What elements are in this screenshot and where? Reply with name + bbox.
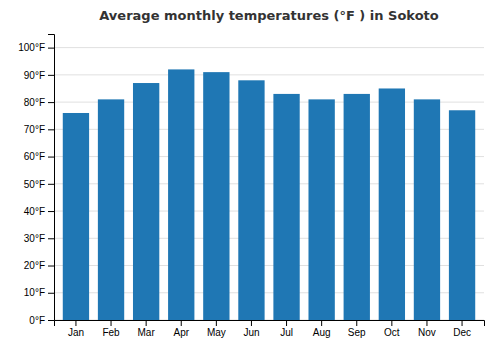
chart-container: 0°F 10°F 20°F 30°F 40°F 50°F 60°F 70°F 80°F 90°F 1… xyxy=(0,0,500,350)
x-tick: Jul xyxy=(280,320,293,338)
y-tick-mark xyxy=(48,293,54,294)
bar xyxy=(203,72,229,320)
y-tick-mark xyxy=(48,157,54,158)
title: Average monthly temperatures (°F ) in So… xyxy=(99,8,439,23)
bar xyxy=(133,83,159,320)
bar xyxy=(344,94,370,320)
x-tick: Aug xyxy=(313,320,331,338)
x-tick-mark xyxy=(356,320,357,326)
y-axis: 0°F 10°F 20°F 30°F 40°F 50°F 60°F 70°F 80°F 90°F 1… xyxy=(18,35,54,326)
chart-svg: 0°F 10°F 20°F 30°F 40°F 50°F 60°F 70°F 80°F 90°F 1… xyxy=(0,0,500,350)
y-tick: 30°F xyxy=(24,233,54,244)
y-tick-mark xyxy=(48,211,54,212)
x-tick-mark xyxy=(286,320,287,326)
bar xyxy=(273,94,299,320)
x-tick-label: May xyxy=(207,327,226,338)
bar xyxy=(414,99,440,320)
y-tick: 20°F xyxy=(24,260,54,271)
x-tick-mark xyxy=(111,320,112,326)
bar xyxy=(63,113,89,320)
y-tick-label: 90°F xyxy=(24,70,45,81)
bar xyxy=(168,69,194,320)
x-axis-line xyxy=(55,321,485,327)
x-tick: Feb xyxy=(102,320,120,338)
grid-line xyxy=(54,74,484,75)
bars xyxy=(63,69,475,320)
y-tick: 50°F xyxy=(24,179,54,190)
y-tick-label: 30°F xyxy=(24,233,45,244)
y-tick: 60°F xyxy=(24,151,54,162)
x-tick-label: Jan xyxy=(68,327,84,338)
x-tick: Jun xyxy=(243,320,259,338)
grid-line xyxy=(54,47,484,48)
y-tick-mark xyxy=(48,48,54,49)
y-axis-line xyxy=(48,35,55,321)
y-tick-label: 0°F xyxy=(29,315,45,326)
y-tick-label: 80°F xyxy=(24,97,45,108)
y-tick-label: 60°F xyxy=(24,151,45,162)
y-tick-label: 70°F xyxy=(24,124,45,135)
x-tick: May xyxy=(207,320,226,338)
x-tick: Dec xyxy=(453,320,471,338)
y-tick-mark xyxy=(48,129,54,130)
y-tick: 10°F xyxy=(24,287,54,298)
x-tick-label: Sep xyxy=(348,327,366,338)
x-tick: Jan xyxy=(68,320,84,338)
x-tick-label: Nov xyxy=(418,327,436,338)
y-tick-mark xyxy=(48,102,54,103)
x-tick: Apr xyxy=(173,320,189,338)
y-tick: 90°F xyxy=(24,70,54,81)
y-tick-mark xyxy=(48,320,54,321)
x-tick-mark xyxy=(146,320,147,326)
y-tick-label: 50°F xyxy=(24,179,45,190)
bar xyxy=(449,110,475,320)
x-tick-label: Apr xyxy=(173,327,189,338)
bar xyxy=(379,88,405,320)
x-tick-mark xyxy=(426,320,427,326)
x-tick: Nov xyxy=(418,320,436,338)
x-axis: Jan Feb Mar Apr May Jun Jul Aug Sep Oct Nov Dec xyxy=(55,320,485,338)
y-tick: 70°F xyxy=(24,124,54,135)
y-tick-mark xyxy=(48,266,54,267)
y-tick-label: 40°F xyxy=(24,206,45,217)
x-tick-mark xyxy=(181,320,182,326)
x-tick: Oct xyxy=(384,320,400,338)
x-tick-label: Jul xyxy=(280,327,293,338)
x-tick: Mar xyxy=(138,320,156,338)
x-tick-mark xyxy=(75,320,76,326)
y-tick-label: 10°F xyxy=(24,287,45,298)
y-tick-label: 20°F xyxy=(24,260,45,271)
x-tick-label: Dec xyxy=(453,327,471,338)
x-tick-mark xyxy=(216,320,217,326)
x-tick-label: Mar xyxy=(138,327,156,338)
y-tick: 40°F xyxy=(24,206,54,217)
x-tick-label: Jun xyxy=(243,327,259,338)
x-tick-mark xyxy=(251,320,252,326)
y-tick-mark xyxy=(48,238,54,239)
y-tick-mark xyxy=(48,184,54,185)
x-tick-mark xyxy=(462,320,463,326)
y-tick: 80°F xyxy=(24,97,54,108)
x-tick: Sep xyxy=(348,320,366,338)
y-tick-label: 100°F xyxy=(18,42,45,53)
grid xyxy=(54,48,484,320)
y-tick: 100°F xyxy=(18,42,54,53)
x-tick-mark xyxy=(321,320,322,326)
x-tick-label: Feb xyxy=(102,327,120,338)
y-tick-mark xyxy=(48,75,54,76)
bar xyxy=(238,80,264,320)
x-tick-label: Aug xyxy=(313,327,331,338)
y-tick: 0°F xyxy=(29,315,54,326)
x-tick-mark xyxy=(391,320,392,326)
bar xyxy=(98,99,124,320)
x-tick-label: Oct xyxy=(384,327,400,338)
bar xyxy=(308,99,334,320)
